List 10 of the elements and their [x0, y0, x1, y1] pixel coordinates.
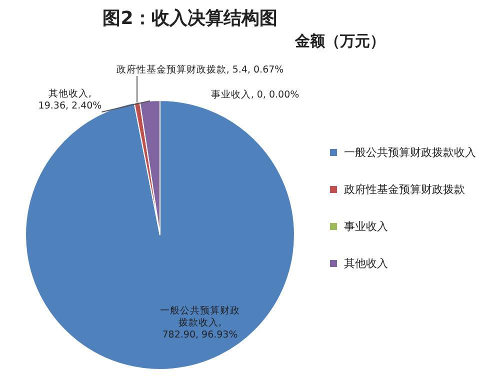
legend-label: 一般公共预算财政拨款收入	[344, 145, 476, 160]
legend-label: 政府性基金预算财政拨款	[344, 182, 465, 197]
data-label: 其他收入, 19.36, 2.40%	[38, 87, 102, 112]
chart-title: 图2：收入决算结构图	[102, 7, 278, 30]
text: 事业收入, 0, 0.00%	[210, 89, 300, 100]
legend-label: 事业收入	[344, 219, 388, 234]
data-label: 政府性基金预算财政拨款, 5.4, 0.67%	[116, 63, 284, 76]
legend-label: 其他收入	[344, 256, 388, 271]
data-label: 一般公共预算财政拨款收入, 782.90, 96.93%	[160, 304, 240, 340]
chart-subtitle: 金额（万元）	[295, 32, 385, 51]
